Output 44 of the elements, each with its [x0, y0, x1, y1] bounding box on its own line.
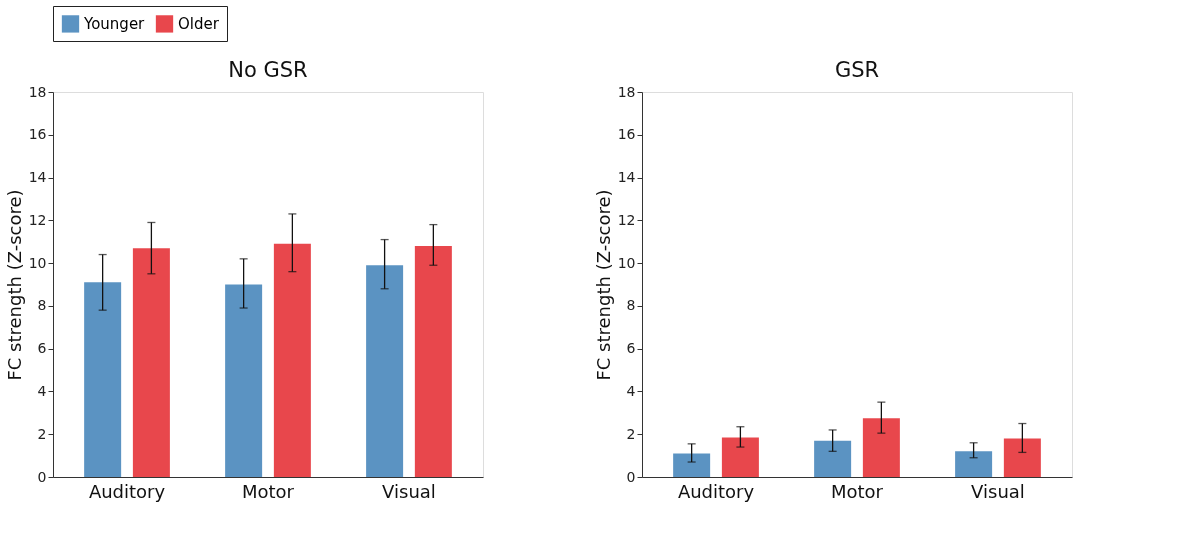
y-tick-label: 2 — [626, 425, 636, 442]
x-tick-label: Motor — [241, 480, 295, 502]
y-tick-label: 8 — [626, 297, 636, 314]
y-tick-label: 6 — [626, 340, 636, 357]
bar — [273, 243, 311, 477]
y-tick-label: 10 — [28, 254, 47, 271]
y-tick-label: 18 — [28, 83, 47, 100]
bar — [814, 440, 852, 477]
bar — [132, 248, 170, 477]
bar — [721, 437, 759, 477]
bar — [673, 453, 711, 477]
legend-label: Younger — [83, 14, 146, 33]
x-tick-label: Auditory — [88, 480, 166, 502]
bar — [225, 284, 263, 477]
y-tick-label: 12 — [617, 211, 636, 228]
y-tick-label: 8 — [37, 297, 47, 314]
y-tick-label: 16 — [28, 126, 47, 143]
y-tick-label: 2 — [37, 425, 47, 442]
x-tick-label: Auditory — [677, 480, 755, 502]
y-axis-title: FC strength (Z-score) — [592, 189, 614, 381]
y-tick-label: 16 — [617, 126, 636, 143]
y-tick-label: 10 — [617, 254, 636, 271]
y-tick-label: 12 — [28, 211, 47, 228]
chart-title: No GSR — [228, 58, 308, 82]
x-tick-label: Motor — [830, 480, 884, 502]
y-tick-label: 4 — [626, 382, 636, 399]
y-tick-label: 14 — [617, 169, 636, 186]
y-tick-label: 0 — [626, 468, 636, 485]
y-tick-label: 6 — [37, 340, 47, 357]
x-tick-label: Visual — [971, 480, 1025, 502]
bar — [84, 282, 122, 477]
bar — [366, 265, 404, 477]
bar — [955, 451, 993, 477]
bar — [1003, 438, 1041, 477]
x-tick-label: Visual — [382, 480, 436, 502]
bar — [414, 246, 452, 477]
bar — [862, 418, 900, 477]
chart-title: GSR — [834, 58, 880, 82]
y-tick-label: 0 — [37, 468, 47, 485]
y-tick-label: 14 — [28, 169, 47, 186]
legend-label: Older — [178, 14, 220, 33]
y-tick-label: 18 — [617, 83, 636, 100]
y-tick-label: 4 — [37, 382, 47, 399]
y-axis-title: FC strength (Z-score) — [3, 189, 25, 381]
